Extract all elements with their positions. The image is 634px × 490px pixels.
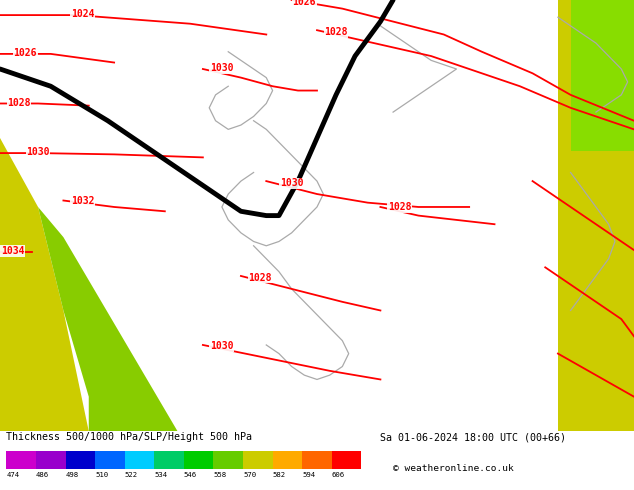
Bar	[36, 451, 65, 469]
Text: 558: 558	[214, 472, 226, 478]
Text: 1032: 1032	[70, 196, 94, 205]
Bar	[302, 451, 332, 469]
Text: 1030: 1030	[280, 178, 304, 188]
Text: 1034: 1034	[1, 246, 25, 256]
Bar	[273, 451, 302, 469]
Text: Sa 01-06-2024 18:00 UTC (00+66): Sa 01-06-2024 18:00 UTC (00+66)	[380, 432, 566, 442]
Text: 1030: 1030	[210, 341, 234, 351]
Polygon shape	[0, 138, 89, 431]
Text: 1030: 1030	[210, 63, 234, 73]
Text: 534: 534	[154, 472, 167, 478]
Bar	[6, 451, 36, 469]
Text: 474: 474	[6, 472, 20, 478]
Text: Thickness 500/1000 hPa/SLP/Height 500 hPa: Thickness 500/1000 hPa/SLP/Height 500 hP…	[6, 432, 252, 442]
Bar	[214, 451, 243, 469]
Text: 1028: 1028	[248, 273, 272, 283]
Text: 1026: 1026	[292, 0, 316, 7]
Text: 1030: 1030	[26, 147, 50, 157]
Polygon shape	[571, 0, 634, 151]
Text: 582: 582	[273, 472, 286, 478]
Polygon shape	[38, 207, 178, 431]
Bar	[332, 451, 361, 469]
Polygon shape	[558, 0, 634, 431]
Text: 510: 510	[95, 472, 108, 478]
Bar	[95, 451, 125, 469]
Text: 1028: 1028	[387, 202, 411, 212]
Text: 1024: 1024	[70, 9, 94, 19]
Text: 570: 570	[243, 472, 256, 478]
Text: 486: 486	[36, 472, 49, 478]
Text: 498: 498	[65, 472, 79, 478]
Bar	[125, 451, 154, 469]
Bar	[154, 451, 184, 469]
Text: 1026: 1026	[13, 48, 37, 58]
Text: 546: 546	[184, 472, 197, 478]
Bar	[65, 451, 95, 469]
Bar	[243, 451, 273, 469]
Text: 606: 606	[332, 472, 345, 478]
Text: 1028: 1028	[324, 27, 348, 37]
Text: 522: 522	[125, 472, 138, 478]
Text: 594: 594	[302, 472, 315, 478]
Bar	[184, 451, 214, 469]
Text: 1028: 1028	[7, 98, 31, 108]
Text: © weatheronline.co.uk: © weatheronline.co.uk	[393, 464, 514, 472]
